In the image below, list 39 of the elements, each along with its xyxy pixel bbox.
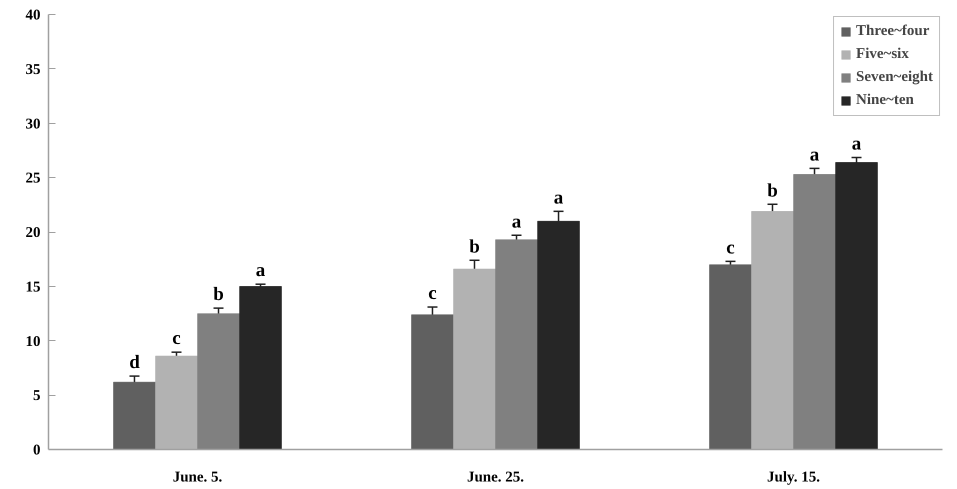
legend-label: Nine~ten (856, 92, 914, 109)
y-tick-label: 5 (33, 388, 40, 404)
y-tick-label: 35 (26, 62, 40, 78)
data-label: c (428, 283, 437, 304)
bar (751, 211, 794, 450)
y-tick-label: 10 (26, 334, 40, 350)
bar (155, 356, 198, 450)
data-label: b (767, 180, 778, 202)
bar (453, 268, 496, 450)
legend-label: Three~four (856, 23, 930, 40)
data-label: b (213, 284, 224, 306)
data-label: a (554, 187, 564, 208)
y-tick-label: 30 (26, 116, 40, 132)
data-label: c (726, 237, 735, 258)
data-label: b (469, 236, 480, 258)
y-tick-label: 25 (26, 170, 40, 187)
x-tick-label: June. 5. (172, 470, 223, 486)
y-tick-label: 20 (26, 225, 40, 241)
data-label: a (810, 144, 820, 166)
data-label: c (172, 328, 181, 350)
bar (411, 314, 454, 450)
data-label: d (129, 352, 140, 374)
legend-label: Seven~eight (856, 69, 933, 86)
bar (835, 162, 878, 450)
data-label: a (512, 211, 522, 232)
y-tick-label: 15 (26, 279, 40, 296)
y-tick-label: 0 (33, 442, 40, 458)
bar (239, 286, 282, 450)
bar (793, 174, 836, 450)
bar (113, 382, 156, 450)
x-tick-label: July. 15. (767, 470, 820, 486)
bar (197, 313, 240, 450)
data-label: a (852, 134, 862, 155)
bar (709, 264, 752, 450)
data-label: a (256, 260, 266, 282)
legend-label: Five~six (856, 46, 909, 63)
bar (495, 239, 538, 450)
x-tick-label: June. 25. (466, 470, 524, 486)
y-tick-label: 40 (26, 8, 40, 24)
